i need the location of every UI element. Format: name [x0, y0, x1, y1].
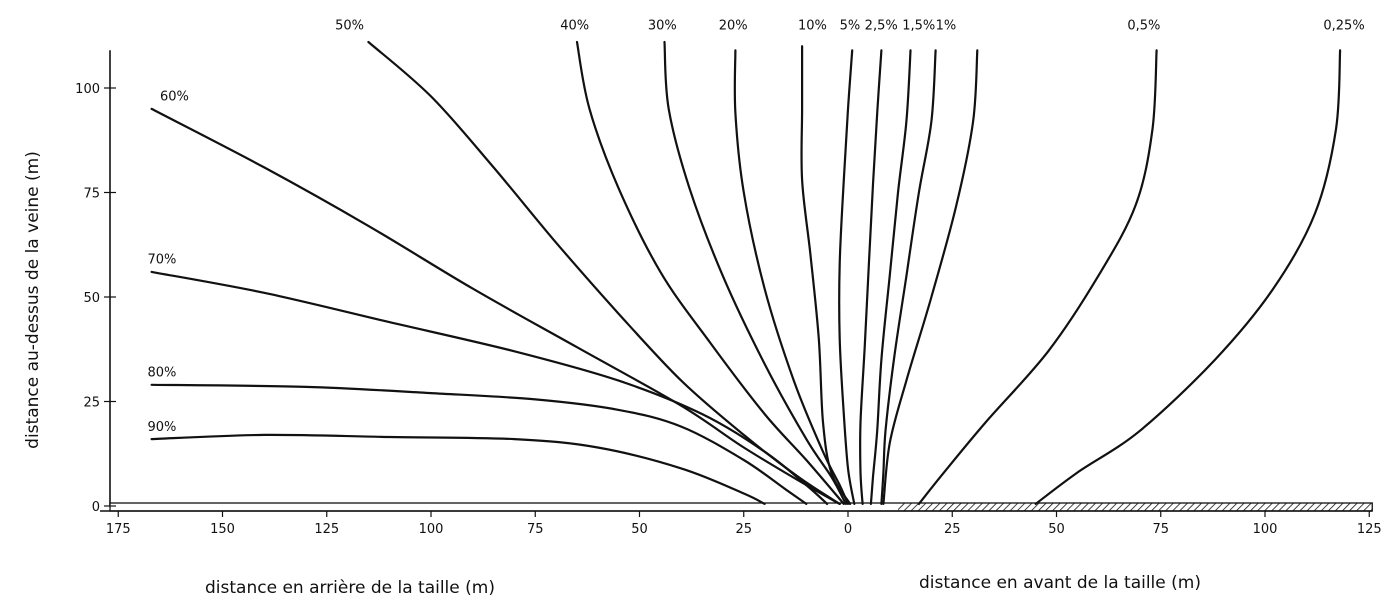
- x-tick-label: 50: [1048, 522, 1065, 537]
- curve-label: 30%: [648, 18, 677, 33]
- y-tick-label: 50: [83, 291, 100, 306]
- curve-50pct: [367, 40, 841, 505]
- curve-label: 10%: [798, 18, 827, 33]
- x-tick-label: 25: [944, 522, 961, 537]
- x-tick-label: 175: [106, 522, 131, 537]
- curve-60pct: [150, 107, 841, 505]
- y-tick-label: 25: [83, 396, 100, 411]
- curve-0-5pct: [882, 49, 979, 505]
- curve-label: 5%: [840, 18, 861, 33]
- x-tick-label: 25: [735, 522, 752, 537]
- curve-0-5pct: [917, 49, 1158, 505]
- x-tick-label: 125: [314, 522, 339, 537]
- x-tick-label: 0: [844, 522, 852, 537]
- curve-10pct: [800, 45, 852, 505]
- curves: [150, 40, 1342, 505]
- x-axis-title-right: distance en avant de la taille (m): [919, 573, 1201, 593]
- x-tick-label: 50: [631, 522, 648, 537]
- curve-70pct: [150, 270, 829, 505]
- curve-label: 50%: [335, 18, 364, 33]
- curve-labels: 90% 80% 70% 60% 50% 40% 30% 20% 10% 5% 2,5% 1,5% 1% 0…: [147, 18, 1364, 434]
- curve-80pct: [150, 383, 808, 505]
- curve-label: 70%: [147, 253, 176, 268]
- curve-1pct: [880, 49, 937, 505]
- curve-label: 0,25%: [1323, 18, 1364, 33]
- x-tick-label: 75: [527, 522, 544, 537]
- curve-40pct: [575, 40, 845, 505]
- y-tick-label: 0: [92, 500, 100, 515]
- x-tick-label: 125: [1357, 522, 1382, 537]
- y-tick-label: 75: [83, 187, 100, 202]
- curve-2-5pct: [859, 49, 883, 505]
- y-tick-label: 100: [75, 82, 100, 97]
- x-tick-label: 100: [1253, 522, 1278, 537]
- curve-label: 0,5%: [1127, 18, 1160, 33]
- curve-label: 90%: [147, 420, 176, 435]
- curve-label: 20%: [719, 18, 748, 33]
- y-axis-title: distance au-dessus de la veine (m): [23, 151, 43, 449]
- x-tick-label: 75: [1152, 522, 1169, 537]
- curve-label: 1,5%: [902, 18, 935, 33]
- curve-20pct: [733, 49, 850, 505]
- curve-90pct: [150, 433, 766, 505]
- curve-1-5pct: [869, 49, 912, 505]
- curve-label: 60%: [160, 90, 189, 105]
- curve-0-25pct: [1034, 49, 1342, 505]
- curve-label: 2,5%: [865, 18, 898, 33]
- x-axis-title-left: distance en arrière de la taille (m): [205, 578, 495, 598]
- x-tick-label: 150: [210, 522, 235, 537]
- curve-label: 80%: [147, 365, 176, 380]
- curve-5pct: [838, 49, 856, 505]
- curve-label: 1%: [936, 18, 957, 33]
- seam-hatched-zone: [898, 503, 1373, 511]
- x-tick-label: 100: [419, 522, 444, 537]
- axes: 175 150 125 100 75 50 25 0 25 50 75 100 125 0 25 50 75 10…: [75, 50, 1382, 537]
- curve-30pct: [663, 40, 847, 505]
- curve-label: 40%: [560, 18, 589, 33]
